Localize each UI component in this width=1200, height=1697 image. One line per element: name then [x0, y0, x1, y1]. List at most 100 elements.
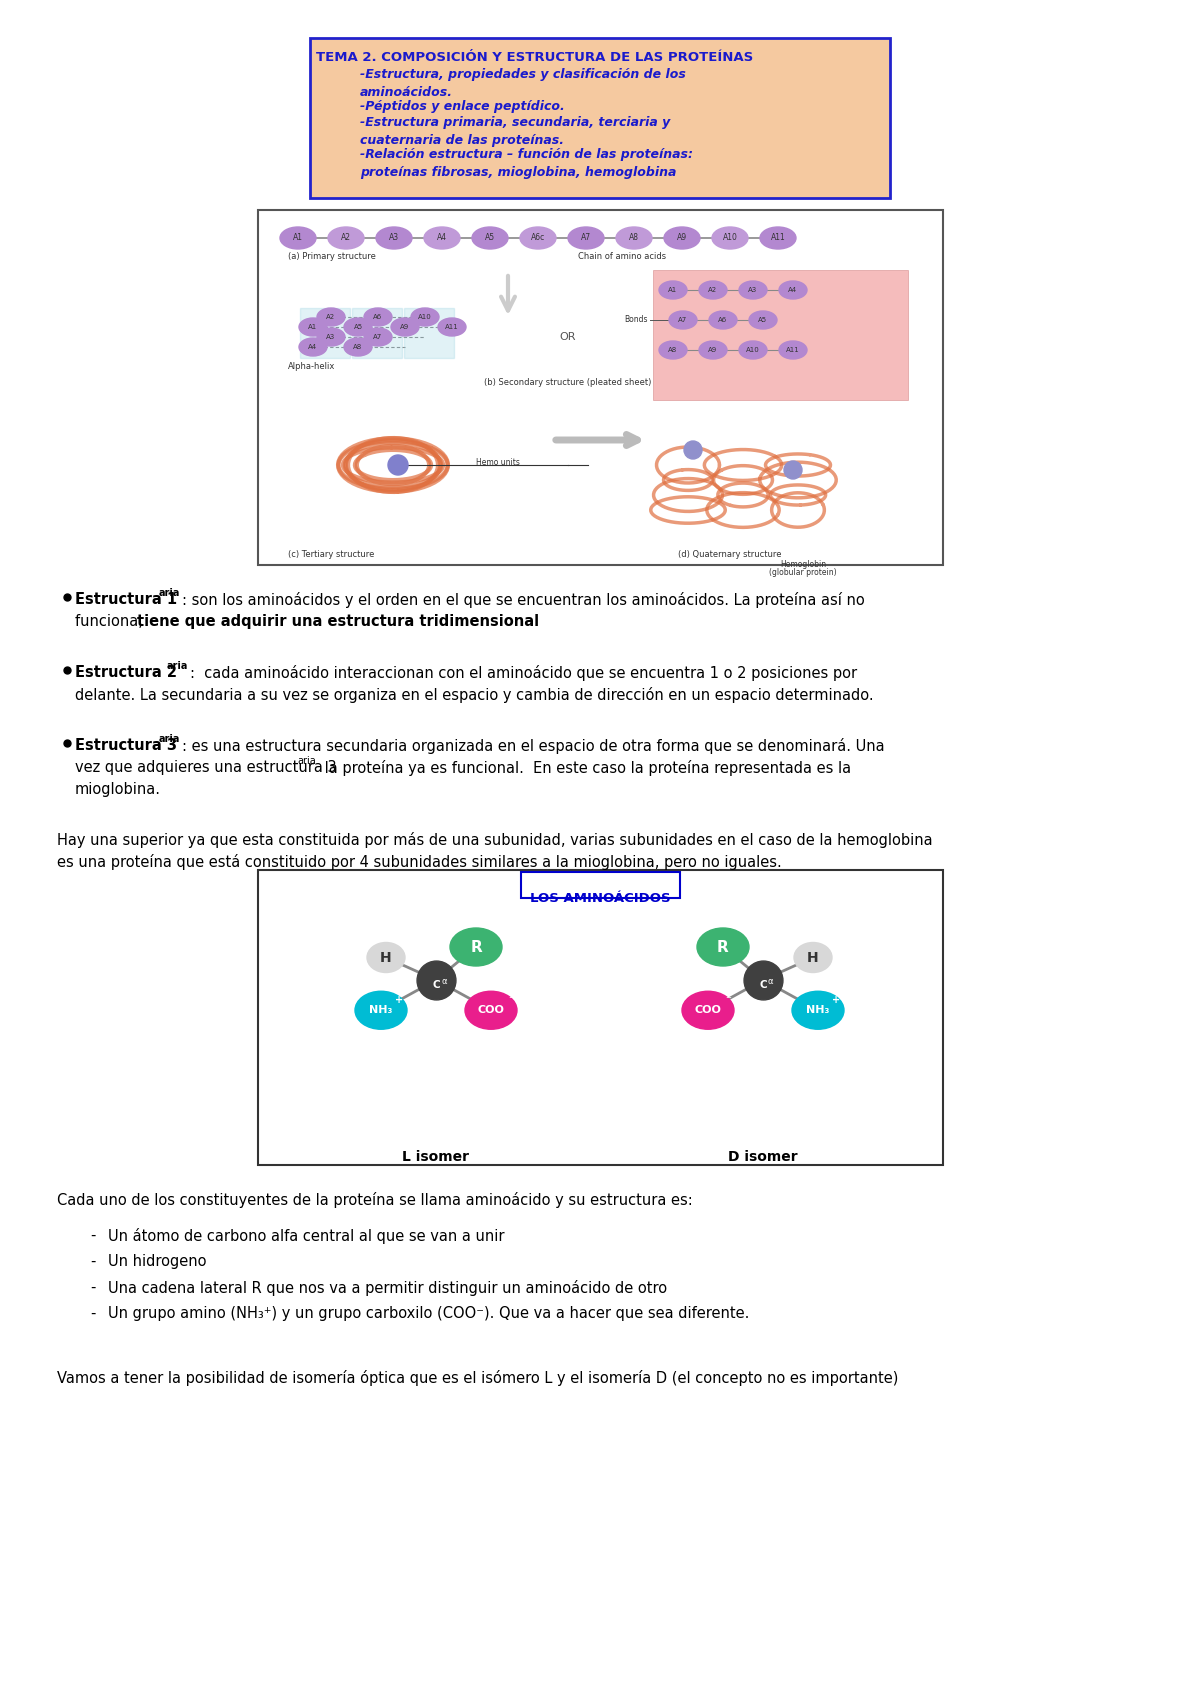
- Text: (c) Tertiary structure: (c) Tertiary structure: [288, 550, 374, 558]
- Text: OR: OR: [559, 333, 576, 343]
- Text: aria: aria: [298, 755, 316, 765]
- Text: NH₃: NH₃: [370, 1005, 392, 1015]
- Ellipse shape: [739, 282, 767, 299]
- Text: R: R: [470, 940, 482, 954]
- Text: A9: A9: [708, 346, 718, 353]
- Text: -Estructura primaria, secundaria, terciaria y: -Estructura primaria, secundaria, tercia…: [360, 115, 671, 129]
- Text: (a) Primary structure: (a) Primary structure: [288, 251, 376, 261]
- Text: -Estructura, propiedades y clasificación de los: -Estructura, propiedades y clasificación…: [360, 68, 686, 81]
- Text: ⁻: ⁻: [508, 994, 514, 1005]
- Ellipse shape: [438, 317, 466, 336]
- Ellipse shape: [779, 341, 808, 360]
- Text: Estructura 3: Estructura 3: [74, 738, 178, 753]
- Text: aminoácidos.: aminoácidos.: [360, 87, 454, 98]
- Text: α: α: [442, 977, 446, 986]
- Text: aria: aria: [158, 587, 180, 597]
- Text: es una proteína que está constituido por 4 subunidades similares a la mioglobina: es una proteína que está constituido por…: [58, 854, 781, 871]
- Text: TEMA 2. COMPOSICIÓN Y ESTRUCTURA DE LAS PROTEÍNAS: TEMA 2. COMPOSICIÓN Y ESTRUCTURA DE LAS …: [316, 51, 754, 64]
- Text: +: +: [395, 994, 403, 1005]
- Text: A9: A9: [401, 324, 409, 329]
- Text: A4: A4: [308, 344, 318, 350]
- Ellipse shape: [568, 227, 604, 249]
- Text: A3: A3: [326, 334, 336, 339]
- Ellipse shape: [376, 227, 412, 249]
- Ellipse shape: [709, 311, 737, 329]
- Text: tiene que adquirir una estructura tridimensional: tiene que adquirir una estructura tridim…: [137, 614, 539, 630]
- Text: funciona,: funciona,: [74, 614, 148, 630]
- Text: A8: A8: [353, 344, 362, 350]
- Text: A1: A1: [293, 234, 302, 243]
- Text: la proteína ya es funcional.  En este caso la proteína representada es la: la proteína ya es funcional. En este cas…: [320, 760, 851, 776]
- Text: .: .: [472, 614, 476, 630]
- Ellipse shape: [388, 455, 408, 475]
- Text: A2: A2: [326, 314, 336, 321]
- FancyBboxPatch shape: [653, 270, 908, 400]
- Text: -Relación estructura – función de las proteínas:: -Relación estructura – función de las pr…: [360, 148, 694, 161]
- Text: -: -: [90, 1229, 95, 1242]
- Text: mioglobina.: mioglobina.: [74, 782, 161, 798]
- Text: A10: A10: [418, 314, 432, 321]
- Ellipse shape: [364, 328, 392, 346]
- Text: ⁻: ⁻: [725, 994, 731, 1005]
- Text: A1: A1: [308, 324, 318, 329]
- Text: A8: A8: [668, 346, 678, 353]
- Ellipse shape: [682, 991, 734, 1030]
- Text: A11: A11: [770, 234, 785, 243]
- Text: A7: A7: [581, 234, 592, 243]
- Text: Cada uno de los constituyentes de la proteína se llama aminoácido y su estructur: Cada uno de los constituyentes de la pro…: [58, 1191, 692, 1208]
- FancyBboxPatch shape: [310, 37, 890, 199]
- Text: A4: A4: [437, 234, 448, 243]
- Text: A7: A7: [373, 334, 383, 339]
- Text: delante. La secundaria a su vez se organiza en el espacio y cambia de dirección : delante. La secundaria a su vez se organ…: [74, 687, 874, 703]
- Text: A5: A5: [485, 234, 496, 243]
- Ellipse shape: [659, 341, 686, 360]
- Ellipse shape: [684, 441, 702, 458]
- Ellipse shape: [424, 227, 460, 249]
- Text: A7: A7: [678, 317, 688, 322]
- Text: (d) Quaternary structure: (d) Quaternary structure: [678, 550, 781, 558]
- Ellipse shape: [344, 338, 372, 356]
- Text: A6: A6: [719, 317, 727, 322]
- Polygon shape: [300, 307, 350, 358]
- Text: Estructura 2: Estructura 2: [74, 665, 182, 680]
- Text: NH₃: NH₃: [806, 1005, 829, 1015]
- Text: :  cada aminoácido interaccionan con el aminoácido que se encuentra 1 o 2 posici: : cada aminoácido interaccionan con el a…: [190, 665, 857, 680]
- Text: (b) Secondary structure (pleated sheet): (b) Secondary structure (pleated sheet): [485, 378, 652, 387]
- Text: Una cadena lateral R que nos va a permitir distinguir un aminoácido de otro: Una cadena lateral R que nos va a permit…: [108, 1280, 667, 1297]
- Text: cuaternaria de las proteínas.: cuaternaria de las proteínas.: [360, 134, 564, 148]
- Text: proteínas fibrosas, mioglobina, hemoglobina: proteínas fibrosas, mioglobina, hemoglob…: [360, 166, 677, 178]
- Text: A5: A5: [758, 317, 768, 322]
- Text: A8: A8: [629, 234, 640, 243]
- Ellipse shape: [712, 227, 748, 249]
- Text: vez que adquieres una estructura 3: vez que adquieres una estructura 3: [74, 760, 341, 776]
- Ellipse shape: [779, 282, 808, 299]
- Text: Hemoglobin: Hemoglobin: [780, 560, 826, 568]
- Text: COO: COO: [478, 1005, 504, 1015]
- Ellipse shape: [792, 991, 844, 1030]
- Text: A1: A1: [668, 287, 678, 294]
- Ellipse shape: [760, 227, 796, 249]
- Ellipse shape: [391, 317, 419, 336]
- Ellipse shape: [739, 341, 767, 360]
- Text: A2: A2: [341, 234, 352, 243]
- Ellipse shape: [697, 928, 749, 966]
- Text: aria: aria: [167, 662, 188, 670]
- Text: +: +: [832, 994, 840, 1005]
- Text: α: α: [768, 977, 774, 986]
- Ellipse shape: [794, 942, 832, 972]
- Text: -: -: [90, 1254, 95, 1269]
- Text: Un hidrogeno: Un hidrogeno: [108, 1254, 206, 1269]
- Text: A5: A5: [354, 324, 362, 329]
- Ellipse shape: [784, 462, 802, 479]
- Text: Un átomo de carbono alfa central al que se van a unir: Un átomo de carbono alfa central al que …: [108, 1229, 504, 1244]
- Text: Un grupo amino (NH₃⁺) y un grupo carboxilo (COO⁻). Que va a hacer que sea difere: Un grupo amino (NH₃⁺) y un grupo carboxi…: [108, 1307, 749, 1320]
- Ellipse shape: [317, 328, 346, 346]
- Text: -: -: [90, 1307, 95, 1320]
- FancyArrowPatch shape: [556, 434, 637, 446]
- Text: : son los aminoácidos y el orden en el que se encuentran los aminoácidos. La pro: : son los aminoácidos y el orden en el q…: [182, 592, 865, 608]
- Text: LOS AMINOÁCIDOS: LOS AMINOÁCIDOS: [530, 893, 671, 905]
- Text: : es una estructura secundaria organizada en el espacio de otra forma que se den: : es una estructura secundaria organizad…: [182, 738, 884, 753]
- Ellipse shape: [355, 991, 407, 1030]
- Ellipse shape: [317, 307, 346, 326]
- Polygon shape: [404, 307, 454, 358]
